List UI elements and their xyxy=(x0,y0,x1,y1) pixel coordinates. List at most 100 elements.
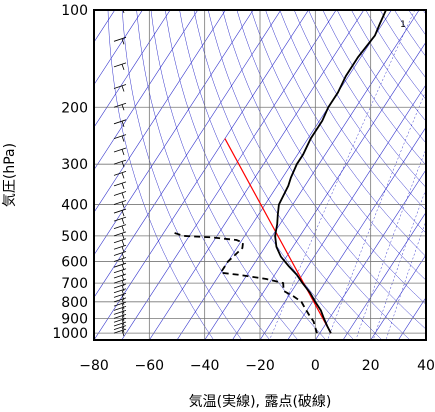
wind-barb-flag xyxy=(121,323,125,330)
temperature-tick-label: 0 xyxy=(311,358,320,374)
wind-barb xyxy=(113,171,127,176)
pressure-tick-label: 700 xyxy=(61,276,88,292)
wind-barb xyxy=(113,224,127,230)
temperature-tick-label: −60 xyxy=(135,358,165,374)
dry-adiabat-line xyxy=(179,10,355,340)
dry-adiabat-line xyxy=(107,10,214,340)
wind-barb xyxy=(113,208,127,214)
wind-barb-flag xyxy=(121,225,125,232)
wind-barb xyxy=(113,159,127,165)
wind-barb xyxy=(113,200,127,205)
isotherm-line xyxy=(121,10,337,340)
isotherm-line xyxy=(315,169,426,340)
dry-adiabat-line xyxy=(165,10,327,340)
wind-barb xyxy=(113,231,127,237)
wind-barb-flag xyxy=(121,315,125,322)
wind-barb xyxy=(113,257,127,262)
pressure-tick-label: 200 xyxy=(61,100,88,116)
temperature-tick-label: 40 xyxy=(417,358,435,374)
dry-adiabat-line xyxy=(279,10,426,234)
wind-barb xyxy=(113,147,127,153)
wind-barb-flag xyxy=(121,307,125,314)
wind-barb xyxy=(113,134,127,139)
pressure-tick-label: 500 xyxy=(61,229,88,245)
wind-barb xyxy=(113,328,127,334)
wind-barb-flag xyxy=(121,330,125,337)
wind-barb xyxy=(113,84,127,89)
dry-adiabat-line xyxy=(293,10,426,211)
wind-barb-flag xyxy=(121,311,125,318)
dry-adiabat-line xyxy=(308,10,426,188)
dry-adiabat-line xyxy=(136,10,270,340)
wind-barbs xyxy=(113,10,127,337)
dry-adiabat-line xyxy=(222,10,426,330)
isotherm-line xyxy=(232,41,426,340)
pressure-tick-label: 800 xyxy=(61,295,88,311)
wind-barb-flag xyxy=(121,104,125,111)
wind-barb-flag xyxy=(121,210,125,217)
wind-barb-flag xyxy=(121,64,125,71)
mixing-ratio-line xyxy=(373,188,426,339)
isotherm-line xyxy=(204,10,420,340)
wind-barb xyxy=(113,181,127,187)
isotherm-line xyxy=(370,254,426,340)
dry-adiabat-line xyxy=(265,10,426,257)
wind-barb-flag xyxy=(121,239,125,246)
reference-line xyxy=(224,138,332,334)
wind-barb xyxy=(113,268,127,274)
wind-barb xyxy=(113,317,127,323)
pressure-tick-label: 600 xyxy=(61,254,88,270)
dry-adiabat-line xyxy=(207,10,411,340)
wind-barb xyxy=(113,36,127,42)
mixing-ratio-line xyxy=(386,219,426,339)
wind-barb-flag xyxy=(121,38,125,45)
temperature-profile xyxy=(274,10,387,334)
y-axis-title: 気圧(hPa) xyxy=(2,143,18,207)
mixing-ratio-line xyxy=(269,10,416,339)
pressure-tick-label: 900 xyxy=(61,311,88,327)
dry-adiabat-line xyxy=(193,10,383,340)
wind-barb xyxy=(113,297,127,303)
wind-barb-flag xyxy=(121,299,125,305)
wind-barb-flag xyxy=(121,218,125,225)
wind-barb-flag xyxy=(121,192,125,199)
wind-barb xyxy=(113,310,127,315)
background-grid xyxy=(94,10,426,340)
dry-adiabat-line xyxy=(408,10,426,36)
wind-barb-flag xyxy=(121,85,125,92)
wind-barb-flag xyxy=(121,285,125,292)
temperature-tick-label: −20 xyxy=(245,358,275,374)
mixing-ratio-line xyxy=(327,89,426,339)
wind-barb xyxy=(113,301,127,307)
sounding-series xyxy=(174,10,387,334)
wind-barb-flag xyxy=(121,258,125,265)
wind-barb xyxy=(113,305,127,311)
wind-barb-flag xyxy=(121,246,125,253)
wind-barb xyxy=(113,325,127,330)
temperature-tick-label: 20 xyxy=(362,358,380,374)
wind-barb xyxy=(113,273,127,279)
wind-barb-flag xyxy=(121,319,125,326)
wind-barb xyxy=(113,288,127,294)
wind-barb xyxy=(113,191,127,196)
wind-barb xyxy=(113,102,127,108)
pressure-tick-label: 400 xyxy=(61,198,88,214)
dry-adiabat-line xyxy=(422,10,426,15)
wind-barb xyxy=(113,283,127,289)
temperature-tick-label: −40 xyxy=(190,358,220,374)
isotherm-line xyxy=(94,10,171,128)
wind-barb xyxy=(113,244,127,250)
dry-adiabat-line xyxy=(150,10,299,340)
pressure-gridlines xyxy=(94,10,426,340)
dewpoint-profile xyxy=(174,232,318,334)
isotherm-line xyxy=(149,10,365,340)
pressure-tick-label: 300 xyxy=(61,157,88,173)
wind-barb-flag xyxy=(121,252,125,259)
isotherm-line xyxy=(259,84,426,340)
isotherm-line xyxy=(94,10,143,86)
isotherm-line xyxy=(342,211,426,340)
dry-adiabat-line xyxy=(122,10,242,340)
dry-adiabat-line xyxy=(236,10,426,305)
wind-barb xyxy=(113,262,127,268)
